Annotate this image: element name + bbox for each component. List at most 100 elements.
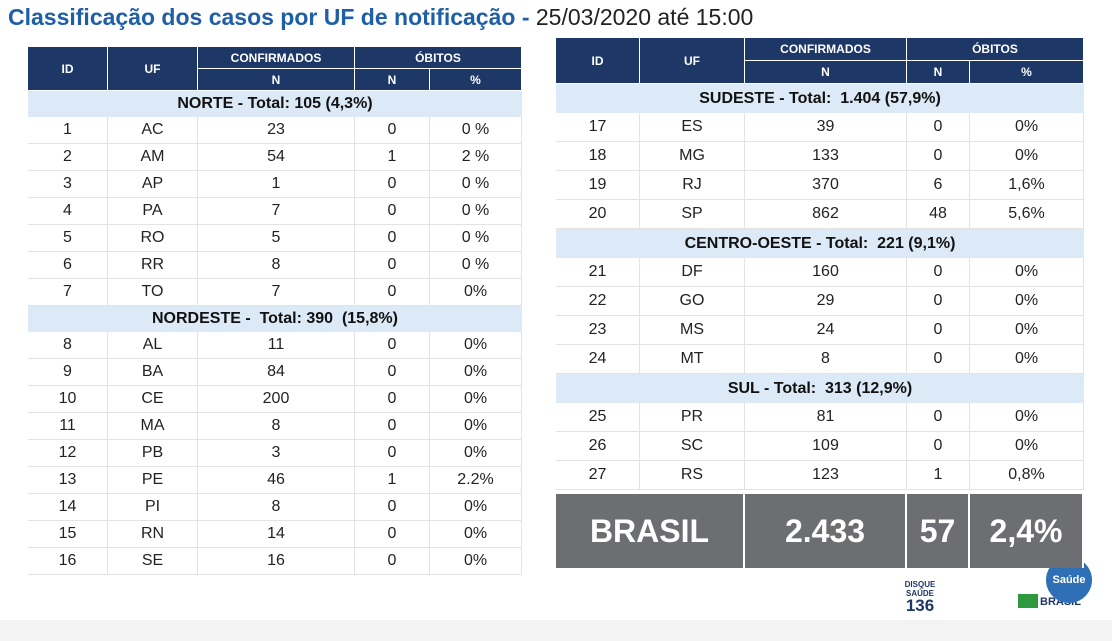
confirmed: 200: [198, 386, 355, 413]
deaths: 6: [907, 171, 970, 200]
confirmed: 8: [198, 252, 355, 279]
total-confirmed: 2.433: [745, 494, 907, 568]
confirmed: 11: [198, 332, 355, 359]
deaths: 0: [355, 279, 430, 306]
disque: DISQUE SAÚDE: [904, 580, 936, 598]
id: 14: [28, 494, 108, 521]
id: 4: [28, 198, 108, 225]
confirmed: 81: [745, 403, 907, 432]
deaths: 0: [355, 117, 430, 144]
percent: 0%: [970, 345, 1084, 374]
region-label: NORTE - Total: 105 (4,3%): [28, 91, 522, 117]
id: 18: [556, 142, 640, 171]
confirmed: 7: [198, 279, 355, 306]
header-n: N: [355, 69, 430, 91]
deaths: 0: [355, 494, 430, 521]
uf: PI: [108, 494, 198, 521]
id: 5: [28, 225, 108, 252]
percent: 0%: [430, 413, 522, 440]
deaths: 0: [355, 198, 430, 225]
deaths: 0: [907, 432, 970, 461]
uf: AP: [108, 171, 198, 198]
percent: 0%: [430, 332, 522, 359]
disque-number: 136: [905, 596, 935, 615]
deaths: 0: [907, 113, 970, 142]
uf: SC: [640, 432, 745, 461]
flag: [1018, 594, 1038, 608]
deaths: 1: [355, 467, 430, 494]
id: 26: [556, 432, 640, 461]
title-bar: Classificação dos casos por UF de notifi…: [8, 4, 753, 31]
uf: ES: [640, 113, 745, 142]
confirmed: 14: [198, 521, 355, 548]
id: 21: [556, 258, 640, 287]
uf: PB: [108, 440, 198, 467]
confirmed: 24: [745, 316, 907, 345]
header-obitos: ÓBITOS: [355, 47, 522, 69]
date: 25/03/2020 até 15:00: [535, 4, 754, 30]
header-id: ID: [28, 47, 108, 91]
percent: 0%: [430, 440, 522, 467]
uf: MG: [640, 142, 745, 171]
percent: 0%: [430, 548, 522, 575]
uf: RS: [640, 461, 745, 490]
id: 3: [28, 171, 108, 198]
header-uf: UF: [108, 47, 198, 91]
header-pct: %: [430, 69, 522, 91]
id: 11: [28, 413, 108, 440]
confirmed: 84: [198, 359, 355, 386]
confirmed: 5: [198, 225, 355, 252]
id: 19: [556, 171, 640, 200]
region-label: NORDESTE - Total: 390 (15,8%): [28, 306, 522, 332]
percent: 0%: [970, 258, 1084, 287]
deaths: 1: [907, 461, 970, 490]
total-label: BRASIL: [556, 494, 745, 568]
percent: 2 %: [430, 144, 522, 171]
uf: PA: [108, 198, 198, 225]
percent: 0%: [970, 432, 1084, 461]
percent: 0,8%: [970, 461, 1084, 490]
bottom-strip: [0, 620, 1112, 641]
deaths: 0: [355, 548, 430, 575]
deaths: 0: [355, 413, 430, 440]
confirmed: 29: [745, 287, 907, 316]
id: 24: [556, 345, 640, 374]
id: 7: [28, 279, 108, 306]
percent: 0 %: [430, 117, 522, 144]
deaths: 0: [355, 252, 430, 279]
uf: AM: [108, 144, 198, 171]
deaths: 0: [907, 316, 970, 345]
region-label: SUL - Total: 313 (12,9%): [556, 374, 1084, 403]
percent: 0%: [970, 287, 1084, 316]
id: 13: [28, 467, 108, 494]
percent: 1,6%: [970, 171, 1084, 200]
confirmed: 7: [198, 198, 355, 225]
id: 10: [28, 386, 108, 413]
deaths: 0: [355, 332, 430, 359]
deaths: 0: [355, 171, 430, 198]
percent: 0%: [430, 521, 522, 548]
percent: 0 %: [430, 198, 522, 225]
total-percent: 2,4%: [970, 494, 1084, 568]
uf: SE: [108, 548, 198, 575]
percent: 0 %: [430, 225, 522, 252]
confirmed: 8: [745, 345, 907, 374]
uf: GO: [640, 287, 745, 316]
deaths: 0: [355, 386, 430, 413]
confirmed: 8: [198, 413, 355, 440]
deaths: 0: [907, 287, 970, 316]
total-deaths: 57: [907, 494, 970, 568]
confirmed: 370: [745, 171, 907, 200]
uf: CE: [108, 386, 198, 413]
confirmed: 862: [745, 200, 907, 229]
uf: DF: [640, 258, 745, 287]
deaths: 0: [907, 403, 970, 432]
id: 25: [556, 403, 640, 432]
deaths: 0: [907, 345, 970, 374]
confirmed: 23: [198, 117, 355, 144]
region-label: SUDESTE - Total: 1.404 (57,9%): [556, 84, 1084, 113]
id: 15: [28, 521, 108, 548]
percent: 5,6%: [970, 200, 1084, 229]
percent: 0 %: [430, 252, 522, 279]
percent: 0%: [970, 142, 1084, 171]
